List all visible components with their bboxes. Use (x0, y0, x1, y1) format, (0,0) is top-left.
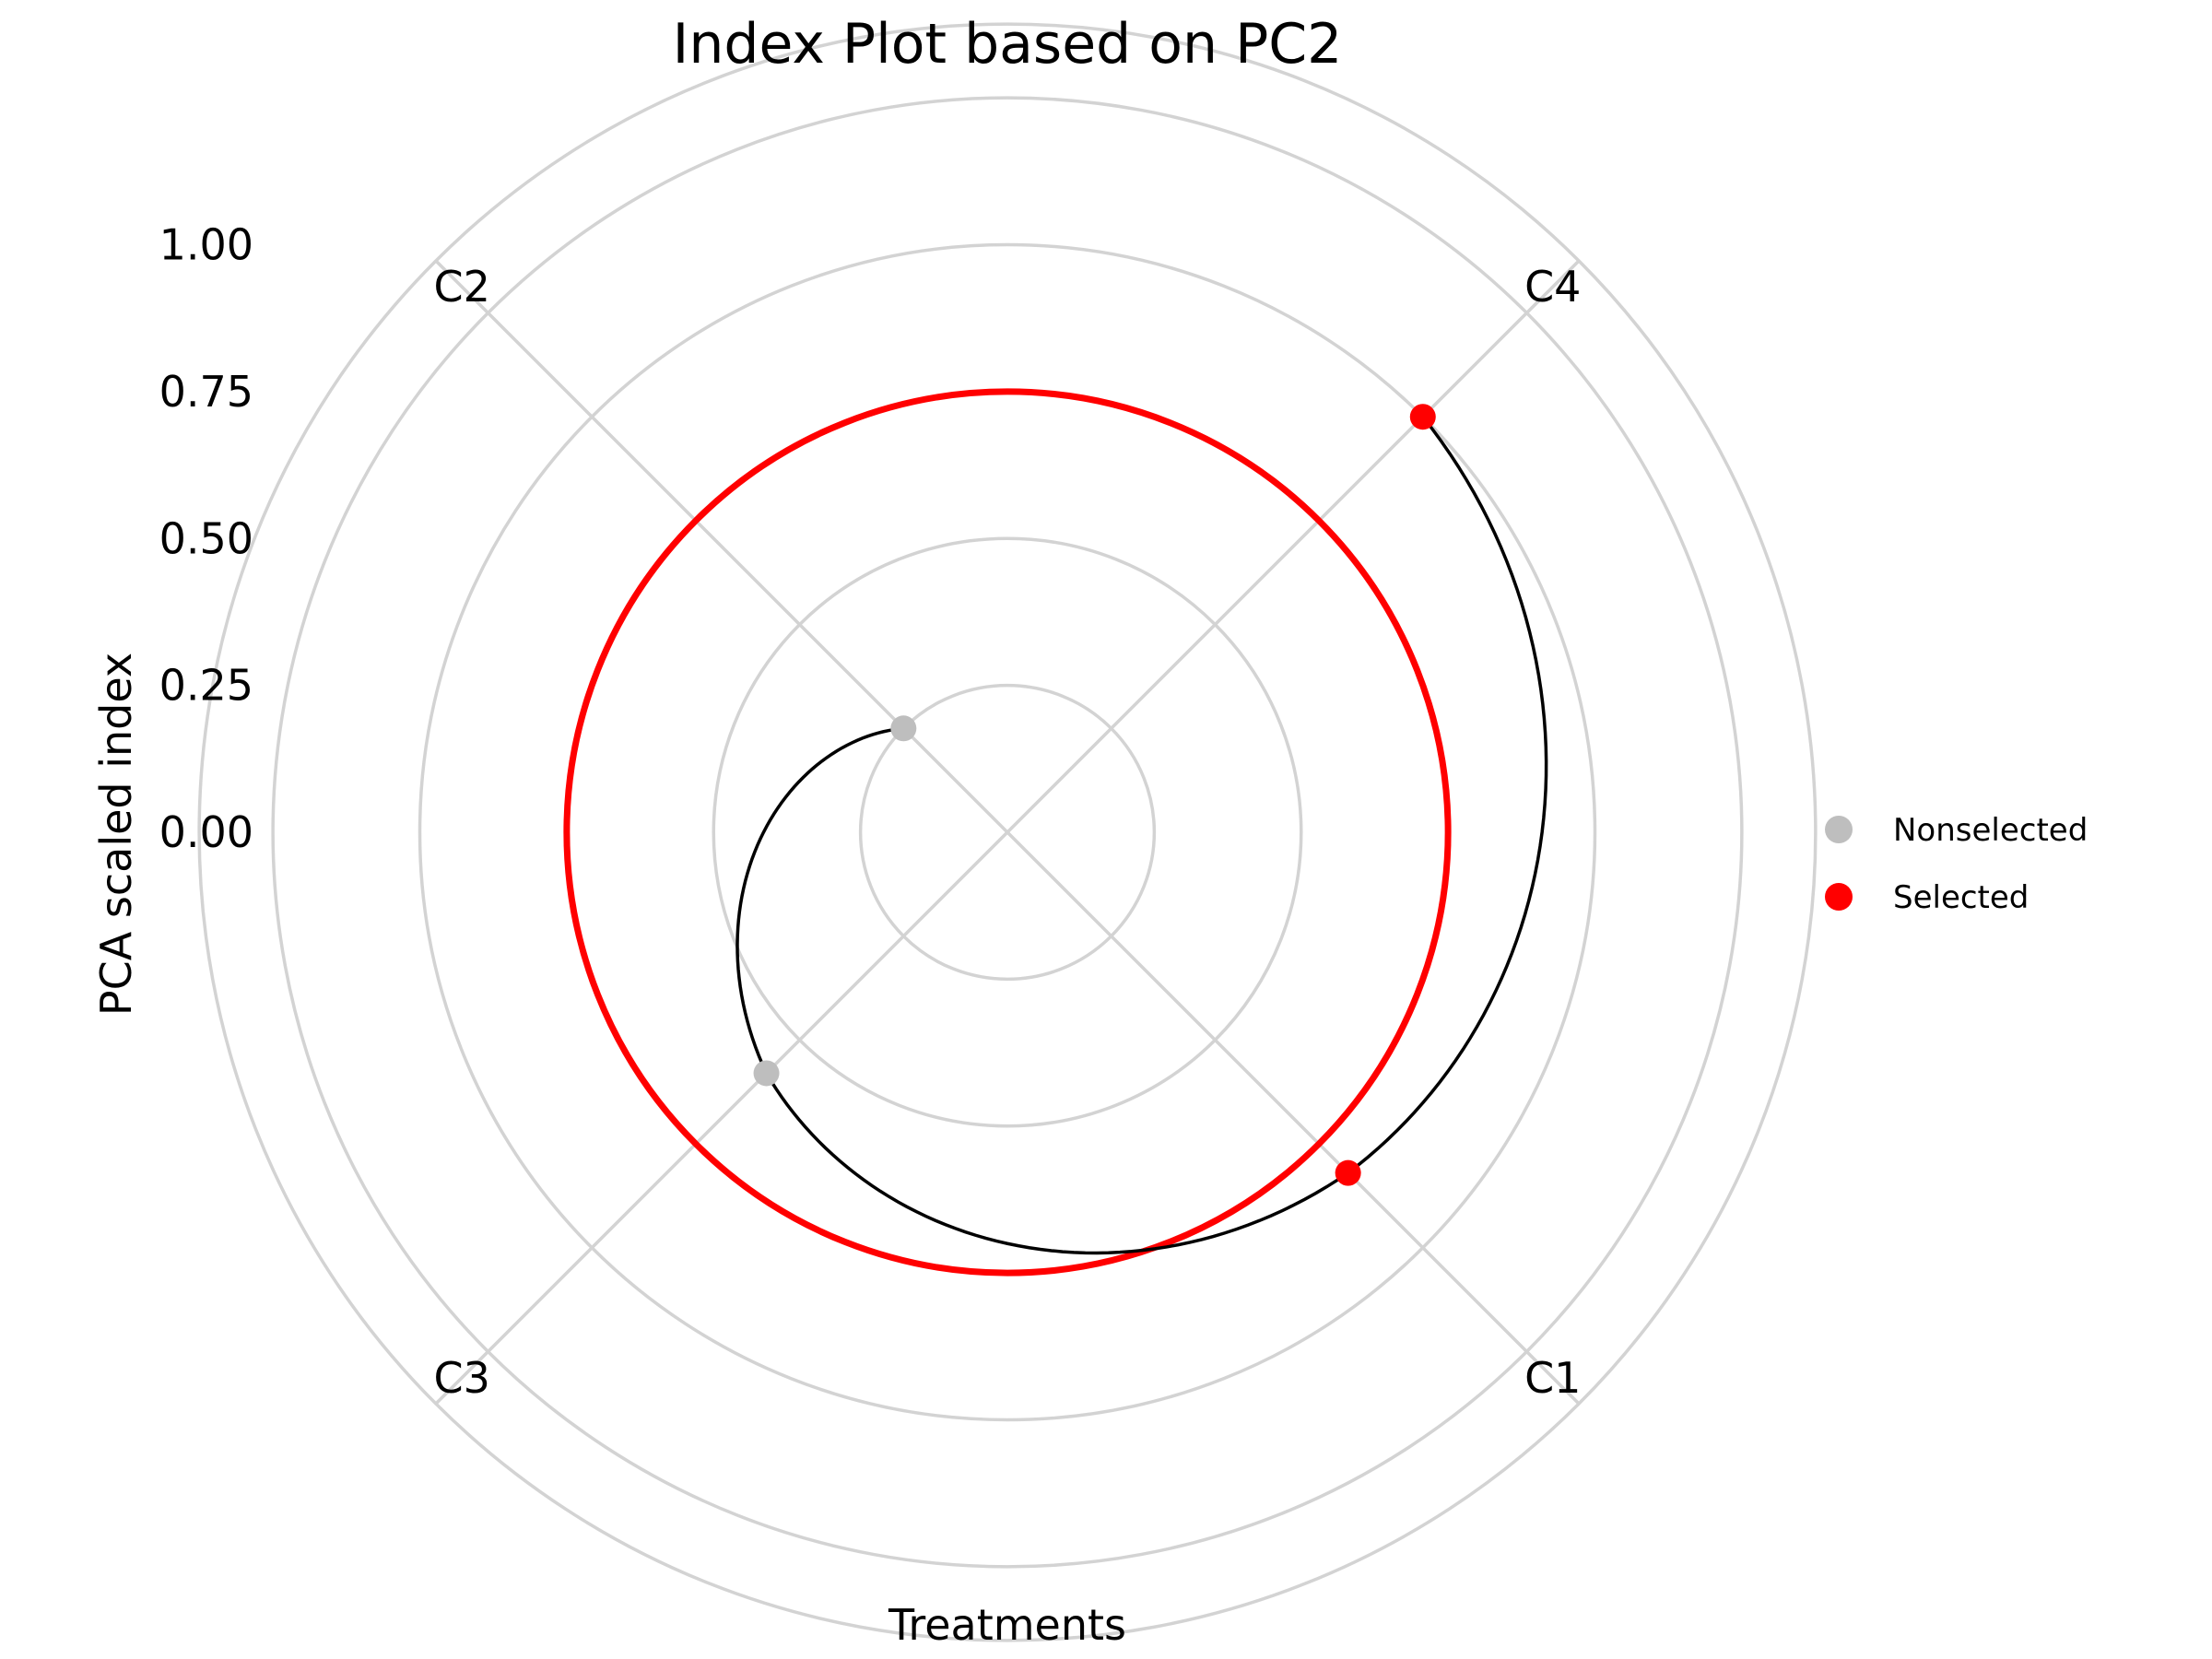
reference-circle (563, 388, 1452, 1277)
reference-layer (563, 388, 1452, 1277)
legend-swatch-selected (1825, 883, 1853, 911)
grid-layer (197, 22, 1818, 1642)
chart-title: Index Plot based on PC2 (673, 12, 1343, 76)
grid-circle-4 (271, 96, 1744, 1569)
data-point-c4 (1409, 404, 1436, 430)
spoke-c4 (1006, 259, 1581, 834)
y-axis-title: PCA scaled index (91, 653, 141, 1016)
data-point-c2 (890, 715, 917, 742)
legend-label-selected: Selected (1893, 879, 2029, 916)
r-tick-label-2: 0.50 (159, 513, 253, 563)
r-tick-label-1: 0.25 (159, 661, 253, 711)
spoke-c2 (434, 259, 1009, 834)
grid-circle-0 (858, 683, 1157, 982)
data-point-layer (753, 404, 1436, 1186)
r-tick-label-3: 0.75 (159, 367, 253, 417)
data-point-c1 (1335, 1159, 1361, 1186)
spoke-c1 (1006, 830, 1581, 1406)
r-tick-label-0: 0.00 (159, 807, 253, 857)
r-tick-label-4: 1.00 (159, 220, 253, 270)
legend-swatch-nonselected (1825, 816, 1853, 843)
legend-label-nonselected: Nonselected (1893, 812, 2088, 849)
r-tick-layer: 0.00 0.25 0.50 0.75 1.00 (159, 220, 253, 858)
data-point-c3 (753, 1060, 780, 1087)
category-label-c4: C4 (1524, 262, 1581, 312)
category-label-c3: C3 (434, 1353, 490, 1403)
legend: Nonselected Selected (1825, 812, 2088, 916)
category-label-c2: C2 (434, 262, 490, 312)
spoke-c3 (434, 830, 1009, 1406)
x-axis-title: Treatments (888, 1600, 1126, 1650)
grid-circle-outer (197, 22, 1818, 1642)
grid-circle-3 (418, 242, 1597, 1422)
grid-circle-1 (712, 536, 1303, 1128)
category-label-layer: C1 C2 C3 C4 (434, 262, 1582, 1403)
series-line (735, 416, 1548, 1255)
category-label-c1: C1 (1524, 1353, 1581, 1403)
series-line-layer (735, 416, 1548, 1255)
